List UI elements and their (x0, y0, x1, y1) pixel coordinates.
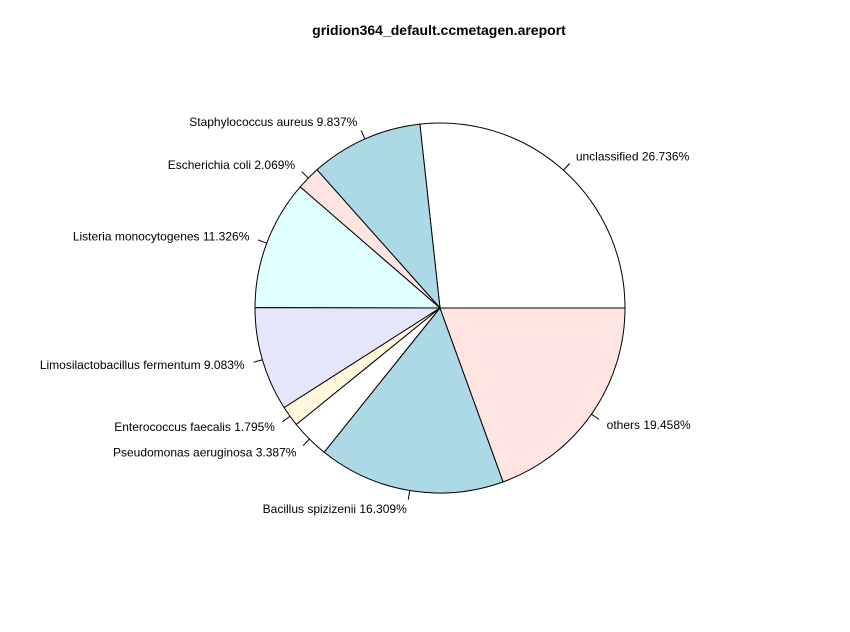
pie-slices (254, 122, 626, 494)
pie-slice-label: Bacillus spizizenii 16.309% (263, 502, 407, 516)
pie-slice-label: Limosilactobacillus fermentum 9.083% (40, 358, 245, 372)
pie-label-tick (301, 171, 309, 179)
pie-slice-label: unclassified 26.736% (576, 149, 690, 163)
pie-slice-label: Listeria monocytogenes 11.326% (73, 230, 250, 244)
pie-label-tick (253, 359, 263, 363)
pie-slice-label: Escherichia coli 2.069% (168, 158, 296, 172)
pie-slice (316, 123, 441, 310)
pie-label-tick (360, 130, 366, 140)
pie-slice-label: Pseudomonas aeruginosa 3.387% (113, 445, 297, 459)
pie-label-tick (302, 438, 310, 447)
pie-label-ticks (253, 130, 600, 500)
pie-label-tick (407, 490, 411, 500)
pie-slice-label: Enterococcus faecalis 1.795% (114, 420, 275, 434)
pie-slice-label: Staphylococcus aureus 9.837% (189, 115, 357, 129)
pie-slice-label: others 19.458% (607, 418, 691, 432)
pie-label-tick (563, 163, 571, 171)
chart-title: gridion364_default.ccmetagen.areport (312, 22, 566, 38)
pie-label-tick (257, 239, 267, 244)
pie-slice (323, 306, 504, 494)
pie-labels: unclassified 26.736% Staphylococcus aureu… (40, 115, 691, 516)
pie-label-tick (282, 415, 291, 423)
pie-label-tick (591, 413, 600, 420)
